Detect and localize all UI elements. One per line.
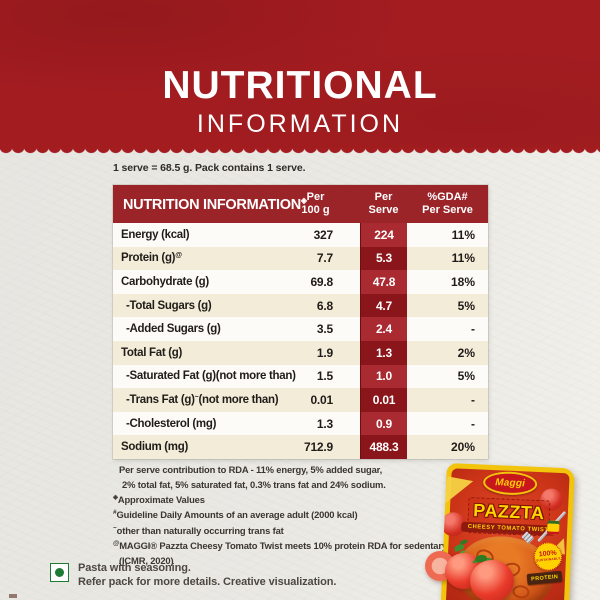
value-per-100g: 3.5 [316,322,333,337]
footnote-trans-fat: ~other than naturally occurring trans fa… [113,524,284,536]
table-row-energy: Energy (kcal) 327 224 11% [113,223,488,247]
bottom-note: Pasta with seasoning. Refer pack for mor… [50,561,336,589]
value-per-serve: 1.3 [360,340,407,365]
bottom-note-line2: Refer pack for more details. Creative vi… [78,576,337,588]
value-per-100g: 1.9 [316,345,333,360]
nutrient-label: -Cholesterol (mg) [126,417,217,430]
nutrient-label: -Total Sugars (g) [126,299,212,312]
veg-dot-icon [55,568,64,577]
col-header-gda: %GDA# Per Serve [422,191,473,216]
nutrient-label: Protein (g) @ [121,252,182,265]
table-header-row: NUTRITION INFORMATION◈ Per 100 g Per Serve… [113,185,488,223]
nutrient-label: Sodium (mg) [121,441,188,454]
cell-spacer [333,435,360,459]
cell-spacer [333,270,360,294]
value-gda: - [471,392,475,407]
nutrient-label: Energy (kcal) [121,228,190,241]
value-per-100g: 6.8 [316,298,333,313]
palm-oil-badge-icon [546,520,560,535]
footnote-gda: #Guideline Daily Amounts of an average a… [113,509,358,521]
col-header-per-serve: Per Serve [368,191,399,216]
cell-spacer [333,247,360,271]
value-per-serve: 224 [360,223,407,247]
nutrient-label: -Trans Fat (g) ~ (not more than) [126,393,279,406]
value-per-100g: 1.5 [316,369,333,384]
serve-note: 1 serve = 68.5 g. Pack contains 1 serve. [113,162,306,174]
table-row-trans-fat: -Trans Fat (g) ~ (not more than) 0.01 0.0… [113,388,488,412]
tomato-icon [470,560,514,600]
value-gda: 2% [457,345,475,360]
table-row-protein: Protein (g) @ 7.7 5.3 11% [113,246,488,271]
col-header-per-100g: Per 100 g [301,191,330,216]
fusilli-icon [511,584,531,600]
corner-artifact [9,594,17,598]
value-gda: 5% [457,298,475,313]
protein-badge: PROTEIN [526,570,563,586]
cell-spacer [333,341,360,365]
nutrient-label: -Saturated Fat (g)(not more than) [126,370,296,383]
value-per-100g: 0.01 [310,392,333,407]
footnote-rda-2: 2% total fat, 5% saturated fat, 0.3% tra… [122,479,386,491]
value-per-100g: 7.7 [316,251,333,266]
value-gda: 18% [450,274,475,289]
table-title: NUTRITION INFORMATION◈ [123,195,307,213]
product-pack-image: PAZZTA CHEESY TOMATO TWIST 100% SUSTAINA… [425,455,600,600]
value-per-serve: 5.3 [360,246,407,271]
value-per-serve: 488.3 [360,435,407,459]
table-body: Energy (kcal) 327 224 11% Protein (g) @ 7… [113,223,488,459]
value-per-serve: 2.4 [360,317,407,341]
value-per-100g: 327 [313,227,334,242]
table-row-carbohydrate: Carbohydrate (g) 69.8 47.8 18% [113,270,488,294]
table-row-total-fat: Total Fat (g) 1.9 1.3 2% [113,340,488,365]
value-per-serve: 0.9 [360,411,407,436]
value-gda: 20% [450,440,475,455]
table-row-saturated-fat: -Saturated Fat (g)(not more than) 1.5 1.… [113,364,488,389]
table-row-total-sugars: -Total Sugars (g) 6.8 4.7 5% [113,293,488,318]
nutrient-label: Carbohydrate (g) [121,275,209,288]
footnotes: Per serve contribution to RDA - 11% ener… [113,461,553,567]
value-per-serve: 47.8 [360,270,407,294]
value-per-100g: 1.3 [316,416,333,431]
value-per-100g: 69.8 [310,274,333,289]
page-title: NUTRITIONAL [162,64,438,107]
table-row-cholesterol: -Cholesterol (mg) 1.3 0.9 - [113,411,488,436]
nutrition-table: NUTRITION INFORMATION◈ Per 100 g Per Serve… [113,185,488,459]
cell-spacer [333,317,360,341]
badge-sustainably-text: SUSTAINABLY [535,556,561,563]
value-gda: - [471,416,475,431]
footnote-approximate-values: ◈Approximate Values [113,494,205,506]
value-per-serve: 1.0 [360,364,407,389]
footnote-protein-rda: @MAGGI® Pazzta Cheesy Tomato Twist meets… [113,539,477,551]
value-gda: 11% [451,251,475,266]
table-row-added-sugars: -Added Sugars (g) 3.5 2.4 - [113,317,488,341]
approx-values-marker: ◈ [300,195,307,205]
nutrient-label: Total Fat (g) [121,346,183,359]
banner: NUTRITIONAL INFORMATION [0,0,600,157]
cell-spacer [333,294,360,318]
value-gda: - [471,322,475,337]
footnote-icmr: (ICMR, 2020) [119,554,174,566]
value-gda: 11% [451,227,475,242]
value-gda: 5% [457,369,475,384]
bottom-note-line1: Pasta with seasoning. [78,562,191,574]
value-per-serve: 4.7 [360,293,407,318]
value-per-serve: 0.01 [360,388,407,412]
value-per-100g: 712.9 [303,440,333,455]
cell-spacer [333,388,360,412]
veg-icon [50,563,69,582]
table-row-sodium: Sodium (mg) 712.9 488.3 20% [113,435,488,459]
cell-spacer [333,365,360,389]
cell-spacer [333,412,360,436]
cell-spacer [333,223,360,247]
bottom-note-text: Pasta with seasoning. Refer pack for mor… [78,561,336,589]
nutrient-label: -Added Sugars (g) [126,323,221,336]
page-subtitle: INFORMATION [196,110,404,138]
footnote-rda-1: Per serve contribution to RDA - 11% ener… [119,464,383,476]
